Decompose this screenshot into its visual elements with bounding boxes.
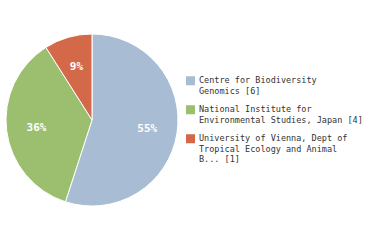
pie-slice (46, 34, 92, 120)
pie (6, 34, 178, 206)
legend-label-line: B... [1] (199, 154, 240, 164)
legend-label: University of Vienna, Dept ofTropical Ec… (199, 133, 347, 164)
data-label: 9% (70, 60, 84, 73)
data-label: 55% (137, 122, 157, 135)
chart: 55% 36% 9% Centre for BiodiversityGenomics … (0, 0, 380, 240)
legend-swatch (186, 134, 195, 143)
legend-label-line: Centre for Biodiversity (199, 75, 317, 85)
data-label: 36% (27, 121, 47, 134)
legend-label-line: Environmental Studies, Japan [4] (199, 115, 363, 125)
legend-label-line: National Institute for (199, 104, 312, 114)
pie-slice (6, 47, 92, 201)
legend-label-line: Genomics [6] (199, 86, 260, 96)
legend-label-line: University of Vienna, Dept of (199, 133, 347, 143)
legend-label: Centre for BiodiversityGenomics [6] (199, 75, 317, 96)
legend: Centre for BiodiversityGenomics [6] Natio… (186, 75, 363, 164)
legend-swatch (186, 105, 195, 114)
data-labels: 55% 36% 9% (27, 60, 158, 135)
legend-label-line: Tropical Ecology and Animal (199, 144, 337, 154)
legend-label: National Institute forEnvironmental Stud… (199, 104, 363, 125)
legend-swatch (186, 76, 195, 85)
